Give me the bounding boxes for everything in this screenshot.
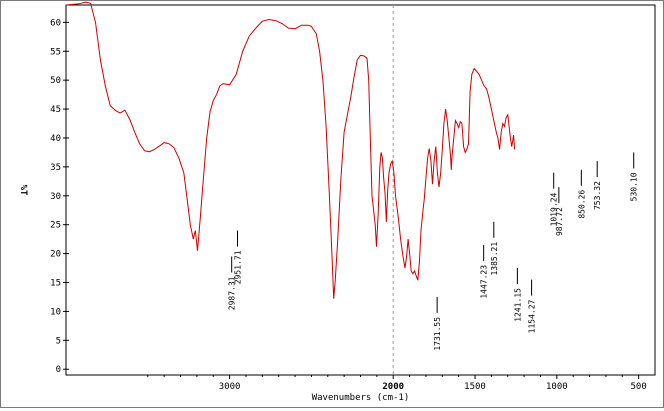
y-tick-label: 35 <box>50 163 61 173</box>
x-tick-label: 500 <box>631 382 647 392</box>
y-tick-label: 50 <box>50 76 61 86</box>
peak-label: 1731.55 <box>433 317 442 351</box>
peak-label: 1241.15 <box>513 288 522 322</box>
y-tick-label: 15 <box>50 279 61 289</box>
peak-label: 530.10 <box>630 172 639 201</box>
peak-label: 1385.21 <box>490 242 499 276</box>
y-axis-ticks: 0 5 10 15 20 25 30 35 40 45 50 55 60 <box>50 18 69 375</box>
x-tick-label: 1500 <box>464 382 486 392</box>
peak-label: 850.26 <box>577 190 586 219</box>
peak-label: 2987.31 <box>228 276 237 310</box>
spectrum-line <box>65 1 516 299</box>
x-axis-ticks: 3000 2000 1500 1000 500 <box>147 375 647 392</box>
plot-area-border <box>65 4 656 376</box>
peak-label: 987.72 <box>555 207 564 236</box>
x-tick-label: 1000 <box>546 382 568 392</box>
y-tick-label: 45 <box>50 105 61 115</box>
peak-label: 1154.27 <box>528 299 537 333</box>
x-tick-label: 3000 <box>219 382 241 392</box>
x-axis-label: Wavenumbers (cm-1) <box>312 393 410 403</box>
y-axis-label: %T <box>18 185 28 196</box>
y-tick-label: 0 <box>56 365 61 375</box>
peak-label: 2951.71 <box>234 250 243 284</box>
x-tick-label: 2000 <box>382 382 404 392</box>
y-tick-label: 40 <box>50 134 61 144</box>
peak-label: 1447.23 <box>480 265 489 299</box>
y-tick-label: 10 <box>50 307 61 317</box>
y-tick-label: 30 <box>50 192 61 202</box>
peak-label: 753.32 <box>593 181 602 210</box>
y-tick-label: 20 <box>50 250 61 260</box>
y-tick-label: 25 <box>50 221 61 231</box>
plot-axes <box>65 4 656 376</box>
y-tick-label: 5 <box>56 336 61 346</box>
peak-label: 1019.24 <box>550 192 559 226</box>
y-tick-label: 60 <box>50 18 61 28</box>
y-tick-label: 55 <box>50 47 61 57</box>
